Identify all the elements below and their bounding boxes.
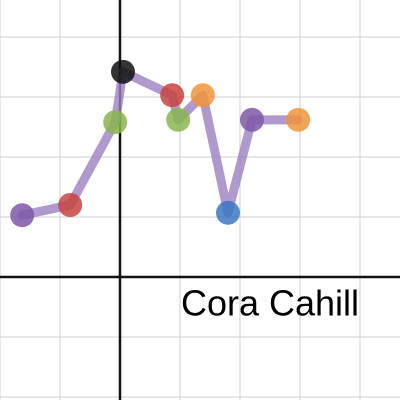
point bbox=[58, 193, 83, 218]
point-label: Cora Cahill bbox=[181, 283, 359, 324]
point bbox=[160, 83, 185, 108]
point bbox=[166, 107, 191, 132]
point bbox=[286, 107, 311, 132]
point bbox=[103, 110, 128, 135]
point bbox=[215, 200, 240, 225]
point bbox=[10, 203, 35, 228]
point bbox=[110, 59, 135, 84]
marks bbox=[10, 59, 311, 228]
point bbox=[190, 83, 215, 108]
series-line bbox=[17, 67, 303, 220]
point bbox=[239, 107, 264, 132]
